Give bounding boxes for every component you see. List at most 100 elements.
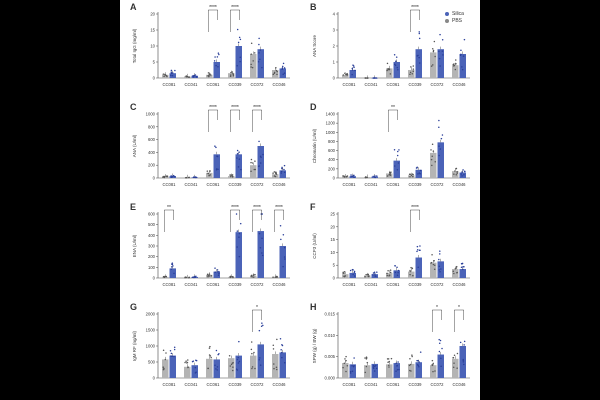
y-tick-label: 600 xyxy=(328,148,336,153)
x-tick-label: CC081 xyxy=(162,382,176,387)
data-point xyxy=(258,140,260,143)
data-point xyxy=(389,73,392,75)
data-point xyxy=(193,275,196,278)
data-point xyxy=(386,62,389,65)
y-tick-label: 800 xyxy=(328,139,336,144)
data-point xyxy=(462,55,465,57)
x-tick-label: CC046 xyxy=(452,82,466,87)
data-point xyxy=(232,72,234,75)
data-point xyxy=(187,366,189,369)
data-point xyxy=(395,362,397,364)
data-point xyxy=(463,170,466,173)
significance-label: **** xyxy=(231,105,239,111)
data-point xyxy=(431,155,433,157)
bar-silica xyxy=(415,257,422,278)
data-point xyxy=(207,72,210,74)
data-point xyxy=(253,351,255,354)
significance-label: **** xyxy=(209,105,217,111)
data-point xyxy=(253,52,256,54)
bar-pbs xyxy=(342,74,349,78)
data-point xyxy=(461,175,463,177)
data-point xyxy=(397,271,399,274)
data-point xyxy=(238,158,241,160)
data-point xyxy=(209,345,211,348)
data-point xyxy=(230,71,232,74)
data-point xyxy=(208,174,210,177)
data-point xyxy=(215,349,218,352)
data-point xyxy=(372,175,374,178)
bar-silica xyxy=(257,146,264,178)
x-tick-label: CC046 xyxy=(452,182,466,187)
data-point xyxy=(366,361,369,364)
data-point xyxy=(460,173,462,175)
x-tick-label: CC061 xyxy=(386,182,400,187)
data-point xyxy=(388,366,390,368)
data-point xyxy=(170,175,172,177)
data-point xyxy=(207,172,210,175)
bar-silica xyxy=(169,268,176,278)
y-tick-label: 5 xyxy=(333,263,336,268)
data-point xyxy=(430,65,433,67)
y-tick-label: 0.000 xyxy=(325,376,336,381)
data-point xyxy=(387,68,389,71)
data-point xyxy=(343,175,346,178)
data-point xyxy=(280,238,282,241)
data-point xyxy=(261,66,263,69)
data-point xyxy=(418,172,421,174)
significance-bracket xyxy=(164,209,174,232)
bar-silica xyxy=(415,49,422,78)
data-point xyxy=(239,222,242,225)
data-point xyxy=(438,269,440,271)
data-point xyxy=(194,74,197,76)
x-tick-label: CC046 xyxy=(452,382,466,387)
data-point xyxy=(431,164,433,167)
data-point xyxy=(408,364,411,367)
data-point xyxy=(252,274,254,276)
significance-bracket xyxy=(274,209,284,232)
bar-pbs xyxy=(206,358,213,378)
data-point xyxy=(418,32,421,35)
data-point xyxy=(187,359,189,361)
y-axis-label: Chromatin (U/ml) xyxy=(312,128,317,163)
data-point xyxy=(353,66,355,69)
data-point xyxy=(195,75,198,78)
data-point xyxy=(409,71,412,74)
data-point xyxy=(453,173,455,175)
bar-silica xyxy=(279,68,286,78)
data-point xyxy=(456,367,458,369)
data-point xyxy=(283,171,286,173)
data-point xyxy=(283,164,286,167)
data-point xyxy=(441,347,443,350)
bar-pbs xyxy=(184,366,191,378)
data-point xyxy=(396,274,399,276)
data-point xyxy=(343,271,346,273)
data-point xyxy=(396,169,399,171)
data-point xyxy=(184,361,186,364)
significance-label: **** xyxy=(253,205,261,211)
y-tick-label: 300 xyxy=(148,244,156,249)
data-point xyxy=(186,361,189,364)
y-tick-label: 10 xyxy=(150,44,155,49)
data-point xyxy=(185,75,188,78)
data-point xyxy=(280,172,283,174)
data-point xyxy=(216,366,219,368)
data-point xyxy=(432,64,434,66)
x-tick-label: CC039 xyxy=(228,282,242,287)
data-point xyxy=(394,165,396,167)
data-point xyxy=(438,338,440,341)
y-tick-label: 400 xyxy=(148,150,156,155)
data-point xyxy=(372,366,375,368)
data-point xyxy=(170,268,173,270)
data-point xyxy=(272,348,275,350)
bar-silica xyxy=(169,355,176,378)
significance-label: * xyxy=(256,305,258,311)
data-point xyxy=(210,74,212,76)
data-point xyxy=(374,175,376,177)
data-point xyxy=(439,271,441,273)
data-point xyxy=(208,347,211,349)
bar-pbs xyxy=(162,176,169,178)
data-point xyxy=(162,73,165,75)
y-tick-label: 2 xyxy=(333,44,336,49)
data-point xyxy=(259,49,262,51)
data-point xyxy=(187,277,190,279)
